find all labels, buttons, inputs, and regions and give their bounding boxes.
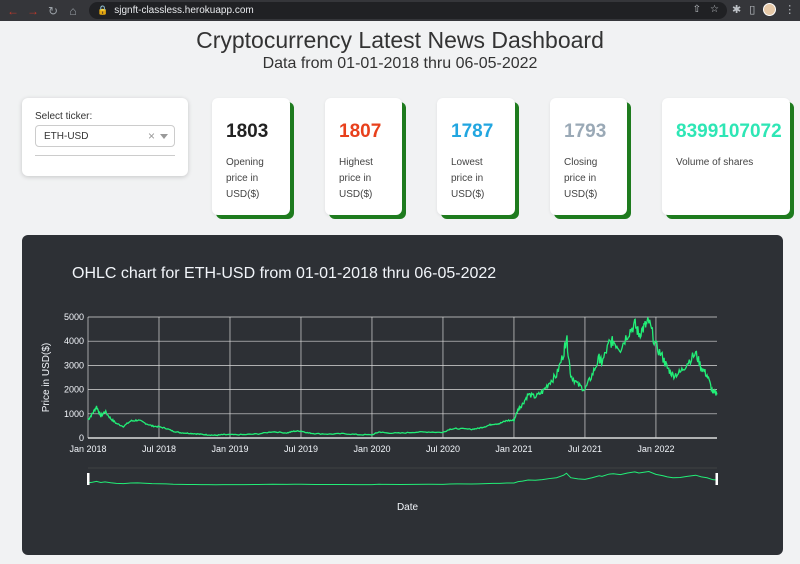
y-axis-label: Price in USD($) bbox=[41, 343, 52, 412]
x-tick-label: Jul 2020 bbox=[426, 444, 460, 454]
x-tick-label: Jan 2019 bbox=[211, 444, 248, 454]
page-title: Cryptocurrency Latest News Dashboard bbox=[196, 27, 604, 53]
chevron-down-icon[interactable] bbox=[160, 134, 168, 139]
sidepanel-icon[interactable]: ▯ bbox=[749, 4, 756, 16]
volume-value: 8399107072 bbox=[676, 121, 782, 142]
x-tick-label: Jul 2019 bbox=[284, 444, 318, 454]
x-tick-label: Jul 2018 bbox=[142, 444, 176, 454]
share-icon[interactable]: ⇧ bbox=[692, 4, 702, 15]
lowest-price-card: 1787 Lowest price in USD($) bbox=[437, 98, 515, 215]
y-tick-label: 0 bbox=[79, 433, 84, 443]
chart-title: OHLC chart for ETH-USD from 01-01-2018 t… bbox=[72, 265, 497, 282]
lowest-price-value: 1787 bbox=[451, 121, 494, 142]
range-handle-right[interactable] bbox=[715, 473, 719, 485]
url-text[interactable]: sjgnft-classless.herokuapp.com bbox=[114, 5, 254, 16]
volume-label: Volume of shares bbox=[676, 157, 754, 168]
y-tick-label: 5000 bbox=[64, 312, 84, 322]
opening-price-value: 1803 bbox=[226, 121, 269, 142]
y-tick-label: 2000 bbox=[64, 385, 84, 395]
range-slider-line bbox=[87, 471, 718, 486]
y-tick-label: 4000 bbox=[64, 336, 84, 346]
x-tick-label: Jan 2021 bbox=[495, 444, 532, 454]
forward-icon[interactable]: → bbox=[27, 3, 39, 18]
back-icon[interactable]: ← bbox=[7, 3, 19, 18]
home-icon[interactable]: ⌂ bbox=[69, 3, 77, 18]
x-tick-label: Jan 2020 bbox=[353, 444, 390, 454]
ticker-label: Select ticker: bbox=[35, 111, 93, 122]
ticker-select-value: ETH-USD bbox=[44, 131, 89, 142]
price-line bbox=[87, 317, 718, 437]
y-tick-label: 3000 bbox=[64, 360, 84, 370]
volume-card: 8399107072 Volume of shares bbox=[662, 98, 790, 215]
opening-price-card: 1803 Opening price in USD($) bbox=[212, 98, 290, 215]
highest-price-value: 1807 bbox=[339, 121, 382, 142]
clear-icon[interactable]: × bbox=[147, 129, 155, 143]
range-handle-left[interactable] bbox=[87, 473, 90, 485]
star-icon[interactable]: ☆ bbox=[710, 4, 719, 15]
ticker-card: Select ticker: ETH-USD × bbox=[22, 98, 188, 176]
x-tick-label: Jan 2022 bbox=[637, 444, 674, 454]
menu-icon[interactable]: ⋮ bbox=[784, 4, 796, 16]
highest-price-label: Highest price in USD($) bbox=[339, 157, 373, 200]
extensions-icon[interactable]: ✱ bbox=[732, 4, 742, 16]
lock-icon[interactable]: 🔒 bbox=[97, 5, 109, 15]
lowest-price-label: Lowest price in USD($) bbox=[451, 157, 485, 200]
reload-icon[interactable]: ↻ bbox=[47, 3, 59, 18]
y-tick-label: 1000 bbox=[64, 409, 84, 419]
highest-price-card: 1807 Highest price in USD($) bbox=[325, 98, 402, 215]
chart-panel: OHLC chart for ETH-USD from 01-01-2018 t… bbox=[22, 235, 783, 555]
x-tick-label: Jan 2018 bbox=[69, 444, 106, 454]
x-axis-label: Date bbox=[397, 502, 419, 513]
page-subtitle: Data from 01-01-2018 thru 06-05-2022 bbox=[262, 55, 538, 72]
avatar[interactable] bbox=[763, 3, 777, 16]
x-tick-label: Jul 2021 bbox=[568, 444, 602, 454]
ohlc-chart[interactable]: 0 1000 2000 3000 4000 5000 Jan 2018 Jul 2018 Jan… bbox=[22, 235, 783, 555]
divider bbox=[35, 155, 175, 156]
closing-price-card: 1793 Closing price in USD($) bbox=[550, 98, 627, 215]
closing-price-label: Closing price in USD($) bbox=[564, 157, 598, 200]
closing-price-value: 1793 bbox=[564, 121, 607, 142]
browser-toolbar: ← → ↻ ⌂ 🔒 sjgnft-classless.herokuapp.com… bbox=[0, 0, 800, 21]
address-bar[interactable]: 🔒 sjgnft-classless.herokuapp.com ⇧ ☆ bbox=[89, 2, 727, 19]
ticker-select[interactable]: ETH-USD × bbox=[35, 125, 175, 147]
opening-price-label: Opening price in USD($) bbox=[226, 157, 264, 200]
